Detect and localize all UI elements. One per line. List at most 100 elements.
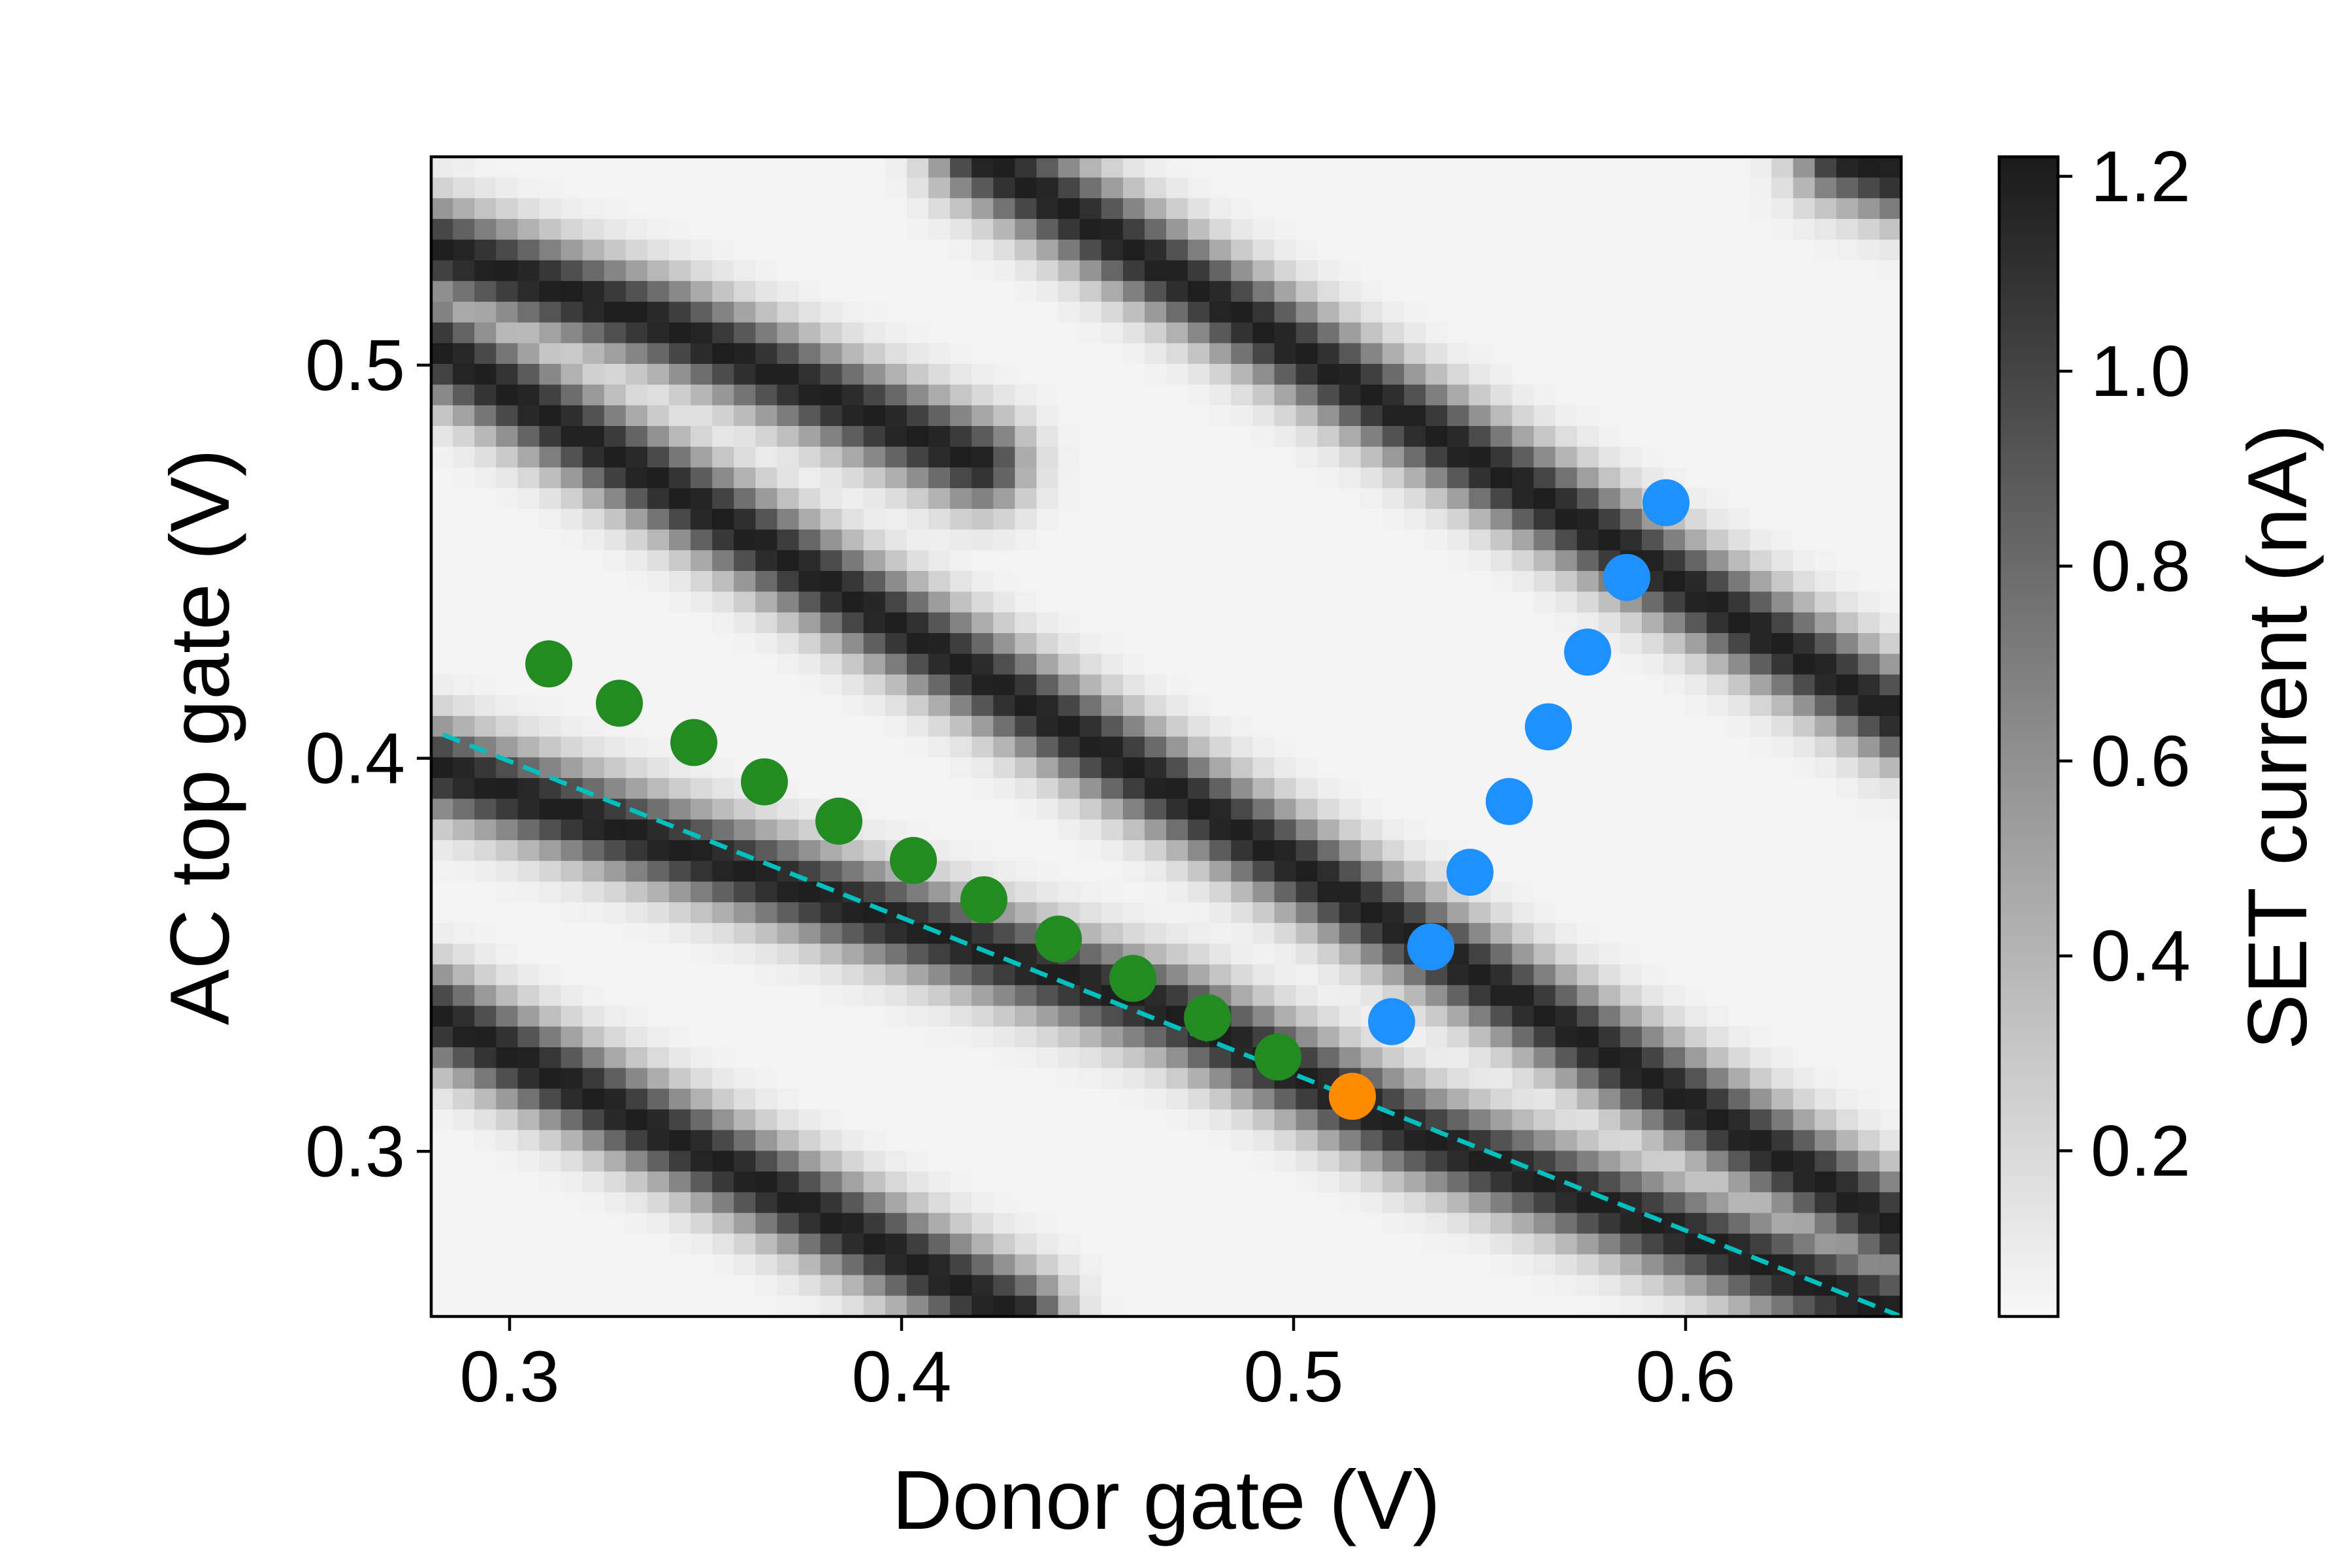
heatmap-cell	[1512, 1005, 1535, 1027]
heatmap-cell	[863, 1068, 886, 1089]
heatmap-cell	[453, 881, 475, 903]
heatmap-cell	[1814, 1047, 1837, 1069]
heatmap-cell	[1339, 798, 1362, 820]
heatmap-cell	[1360, 923, 1383, 945]
heatmap-cell	[625, 860, 648, 882]
heatmap-cell	[1728, 923, 1750, 945]
heatmap-cell	[1707, 819, 1729, 841]
heatmap-cell	[950, 1171, 972, 1193]
heatmap-cell	[561, 736, 583, 758]
heatmap-cell	[691, 281, 713, 302]
heatmap-cell	[1122, 715, 1145, 738]
heatmap-cell	[431, 819, 453, 841]
heatmap-cell	[1231, 1130, 1253, 1152]
heatmap-cell	[1576, 239, 1599, 261]
heatmap-cell	[1144, 1233, 1167, 1255]
heatmap-cell	[1512, 550, 1535, 572]
heatmap-cell	[1793, 508, 1816, 531]
heatmap-cell	[798, 1151, 821, 1172]
heatmap-cell	[1339, 198, 1362, 220]
heatmap-cell	[453, 198, 475, 220]
heatmap-cell	[1339, 695, 1362, 717]
heatmap-cell	[906, 674, 929, 696]
heatmap-cell	[691, 1005, 713, 1027]
heatmap-cell	[1641, 985, 1664, 1007]
heatmap-cell	[539, 695, 562, 717]
heatmap-cell	[1576, 343, 1599, 365]
heatmap-cell	[906, 695, 929, 717]
heatmap-cell	[712, 612, 734, 634]
heatmap-cell	[1079, 177, 1102, 199]
heatmap-cell	[625, 467, 648, 489]
heatmap-cell	[1188, 1254, 1210, 1276]
heatmap-cell	[885, 1151, 907, 1172]
heatmap-cell	[863, 964, 886, 986]
heatmap-cell	[777, 902, 800, 924]
heatmap-cell	[539, 798, 562, 820]
heatmap-cell	[431, 384, 453, 406]
heatmap-cell	[1209, 467, 1232, 489]
heatmap-cell	[453, 1047, 475, 1069]
heatmap-cell	[539, 467, 562, 489]
heatmap-cell	[863, 923, 886, 945]
heatmap-cell	[1403, 363, 1426, 385]
heatmap-cell	[1360, 1047, 1383, 1069]
heatmap-cell	[841, 612, 864, 634]
heatmap-cell	[561, 301, 583, 323]
heatmap-cell	[1122, 1275, 1145, 1296]
heatmap-cell	[517, 446, 540, 468]
heatmap-cell	[906, 550, 929, 572]
heatmap-cell	[734, 1151, 756, 1172]
heatmap-cell	[474, 591, 497, 613]
heatmap-cell	[1814, 591, 1837, 613]
heatmap-cell	[1750, 591, 1772, 613]
heatmap-cell	[1382, 1151, 1405, 1172]
heatmap-cell	[1188, 695, 1210, 717]
heatmap-cell	[1252, 1254, 1275, 1276]
heatmap-cell	[1598, 1254, 1621, 1276]
heatmap-cell	[1685, 1171, 1707, 1193]
heatmap-cell	[1317, 715, 1340, 738]
heatmap-cell	[1836, 819, 1859, 841]
heatmap-cell	[1879, 446, 1901, 468]
heatmap-cell	[1555, 798, 1578, 820]
heatmap-cell	[820, 674, 843, 696]
heatmap-cell	[1166, 343, 1188, 365]
heatmap-cell	[1296, 322, 1318, 344]
heatmap-cell	[863, 1275, 886, 1296]
heatmap-cell	[1750, 1068, 1772, 1089]
heatmap-cell	[734, 1109, 756, 1131]
heatmap-cell	[1598, 612, 1621, 634]
heatmap-cell	[798, 902, 821, 924]
heatmap-cell	[1857, 239, 1880, 261]
heatmap-cell	[1576, 322, 1599, 344]
heatmap-cell	[950, 1275, 972, 1296]
heatmap-cell	[1426, 446, 1448, 468]
heatmap-cell	[1274, 1109, 1297, 1131]
heatmap-cell	[1382, 1088, 1405, 1110]
heatmap-cell	[1015, 1192, 1037, 1214]
heatmap-cell	[1857, 301, 1880, 323]
heatmap-cell	[885, 653, 907, 676]
heatmap-cell	[798, 591, 821, 613]
heatmap-cell	[625, 653, 648, 676]
heatmap-cell	[431, 1171, 453, 1193]
heatmap-cell	[496, 923, 518, 945]
heatmap-cell	[1079, 384, 1102, 406]
heatmap-cell	[1144, 695, 1167, 717]
heatmap-cell	[1122, 633, 1145, 655]
heatmap-cell	[1879, 715, 1901, 738]
heatmap-cell	[1079, 570, 1102, 593]
heatmap-cell	[1360, 239, 1383, 261]
heatmap-cell	[885, 985, 907, 1007]
heatmap-cell	[668, 384, 691, 406]
heatmap-cell	[1490, 384, 1513, 406]
heatmap-cell	[1015, 591, 1037, 613]
heatmap-cell	[1641, 343, 1664, 365]
heatmap-cell	[539, 1005, 562, 1027]
heatmap-cell	[1036, 1233, 1059, 1255]
heatmap-cell	[1101, 1171, 1124, 1193]
heatmap-cell	[1317, 860, 1340, 882]
heatmap-cell	[1382, 529, 1405, 551]
heatmap-cell	[972, 695, 994, 717]
